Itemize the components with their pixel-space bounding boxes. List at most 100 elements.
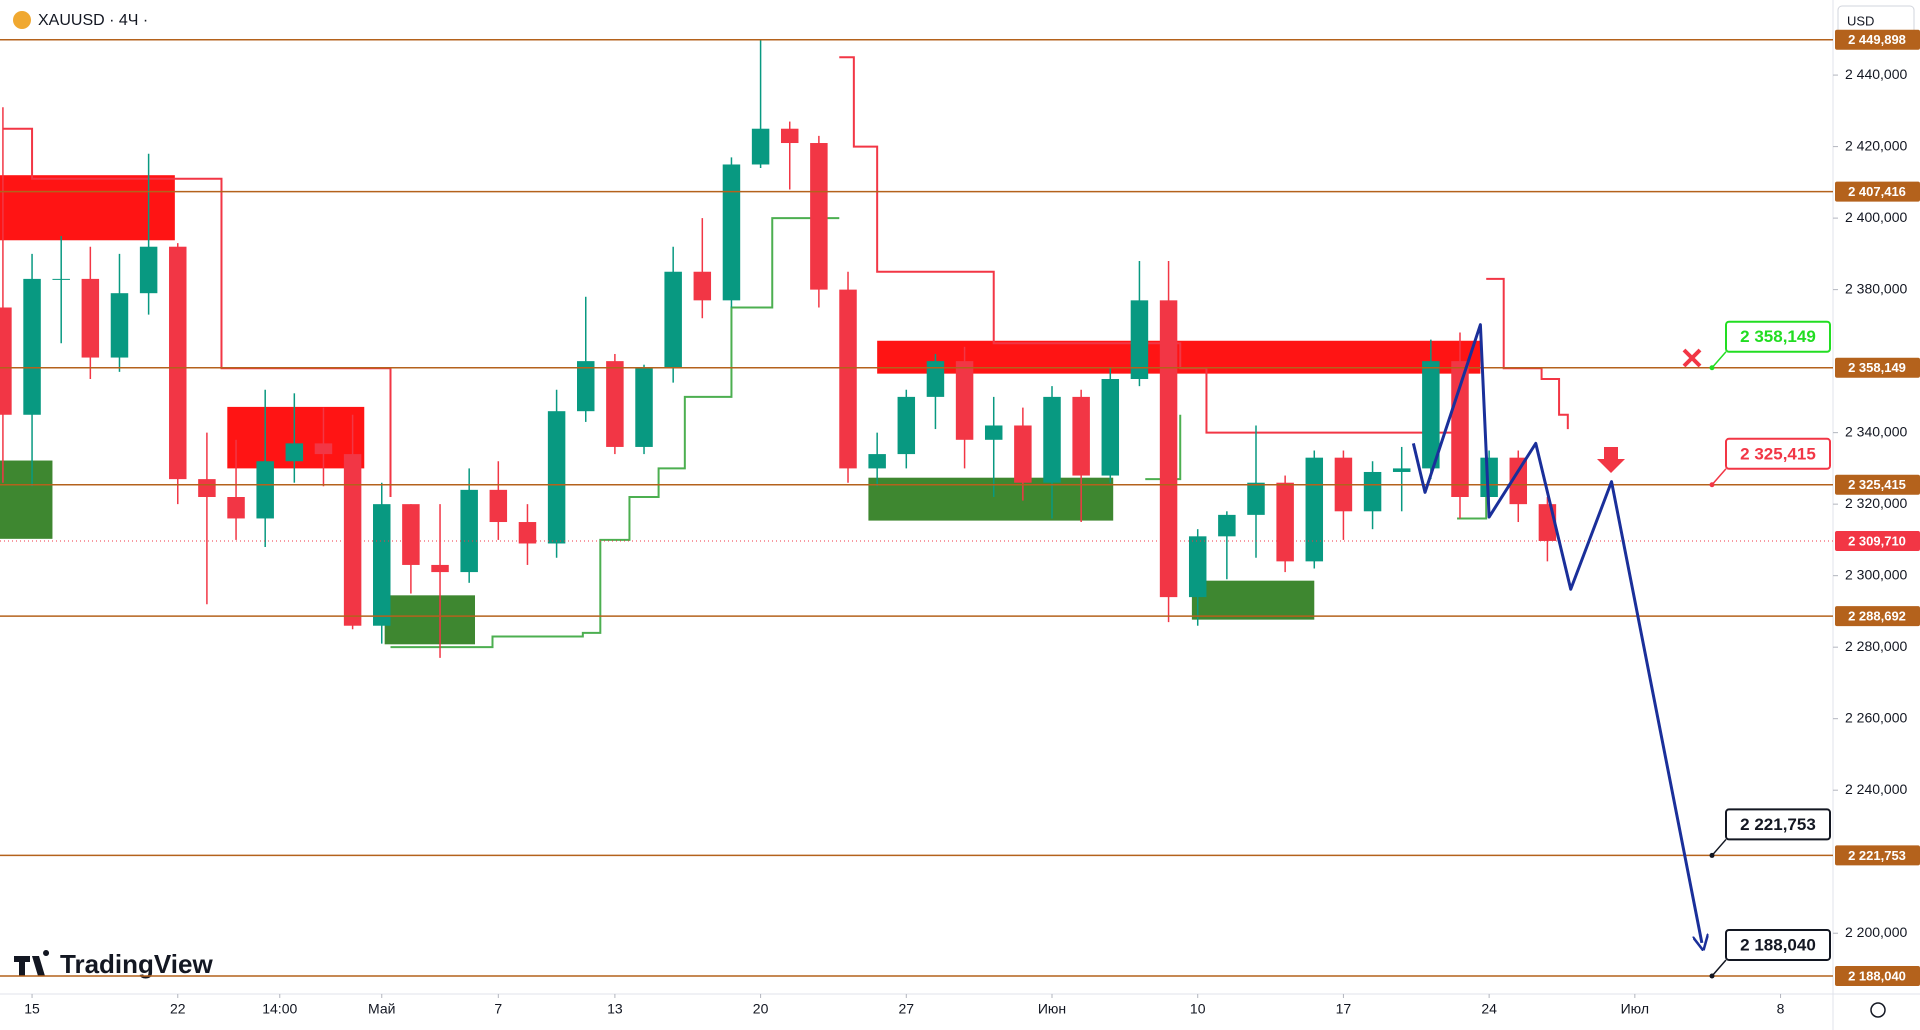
- candle-body: [139, 246, 158, 294]
- y-tick-label: 2 280,000: [1845, 638, 1907, 654]
- trail-line: [1486, 277, 1569, 430]
- candle-body: [0, 307, 12, 415]
- candle-body: [635, 368, 653, 447]
- callout-label: 2 188,040: [1740, 935, 1816, 954]
- projection-path: [1411, 323, 1702, 943]
- symbol-title: XAUUSD · 4Ч ·: [38, 12, 148, 29]
- x-tick-label: 8: [1777, 1001, 1785, 1017]
- level-label: 2 358,149: [1848, 360, 1906, 375]
- y-tick-label: 2 320,000: [1845, 495, 1907, 511]
- y-tick-label: 2 300,000: [1845, 566, 1907, 582]
- callout-leader: [1711, 959, 1727, 977]
- trail-line: [839, 56, 1458, 434]
- level-label: 2 188,040: [1848, 968, 1906, 983]
- callout-anchor: [1709, 365, 1715, 371]
- candle-body: [606, 361, 624, 447]
- x-tick-label: 24: [1481, 1001, 1497, 1017]
- candle-body: [664, 271, 682, 369]
- x-tick-label: 13: [607, 1001, 623, 1017]
- level-label-bg: [1835, 965, 1920, 986]
- candle-body: [1305, 457, 1324, 562]
- trail-line: [1145, 414, 1182, 481]
- x-tick-label: Июн: [1038, 1001, 1066, 1017]
- candle-body: [810, 143, 828, 290]
- callout-leader: [1711, 468, 1727, 486]
- candle-body: [1422, 361, 1440, 469]
- candle-body: [1043, 396, 1061, 483]
- level-label-bg: [1835, 606, 1920, 627]
- level-label-bg: [1835, 29, 1920, 50]
- candle-body: [547, 411, 566, 544]
- level-label-bg: [1835, 181, 1920, 202]
- candle-body: [460, 489, 478, 573]
- candle-body: [198, 479, 216, 497]
- candle-body: [839, 289, 857, 469]
- zone: [1191, 580, 1315, 620]
- candle-body: [1247, 482, 1265, 515]
- y-tick-label: 2 420,000: [1845, 137, 1907, 153]
- callout-leader: [1711, 351, 1727, 369]
- symbol-logo: [13, 11, 31, 29]
- candle-body: [1159, 300, 1178, 598]
- callout-box: [1725, 808, 1831, 841]
- candle-body: [256, 461, 274, 519]
- candle-body: [984, 425, 1003, 440]
- callout-label: 2 325,415: [1740, 444, 1816, 463]
- y-tick-label: 2 200,000: [1845, 924, 1907, 940]
- x-tick-label: Июл: [1621, 1001, 1649, 1017]
- y-tick-label: 2 340,000: [1845, 423, 1907, 439]
- candle-body: [1014, 425, 1032, 483]
- x-tick-label: 20: [753, 1001, 769, 1017]
- candle-body: [1363, 471, 1382, 512]
- candle-body: [1276, 482, 1294, 562]
- x-tick-label: 10: [1190, 1001, 1206, 1017]
- candle-body: [1101, 379, 1120, 476]
- currency-label: USD: [1847, 13, 1874, 28]
- sell-arrow-icon: [1597, 447, 1625, 473]
- candle-body: [897, 396, 916, 455]
- callout-box: [1725, 928, 1831, 961]
- candle-body: [52, 278, 70, 280]
- candle-body: [1072, 396, 1090, 476]
- trail-line: [390, 217, 840, 649]
- candle-body: [722, 164, 741, 301]
- candle-body: [1188, 536, 1207, 598]
- candle-body: [373, 504, 391, 626]
- zone: [0, 460, 53, 539]
- cancel-icon: [1682, 348, 1702, 368]
- x-tick-label: 27: [899, 1001, 915, 1017]
- callout-label: 2 358,149: [1740, 327, 1816, 346]
- candle-body: [285, 443, 304, 462]
- y-tick-label: 2 400,000: [1845, 209, 1907, 225]
- candle-body: [110, 293, 129, 358]
- candle-body: [926, 361, 945, 397]
- callout-box: [1725, 320, 1831, 353]
- candle-body: [431, 564, 449, 573]
- candle-body: [1480, 457, 1498, 497]
- candle-body: [780, 128, 799, 144]
- settings-icon[interactable]: [1870, 1002, 1886, 1018]
- x-tick-label: Май: [368, 1001, 395, 1017]
- level-label: 2 325,415: [1848, 477, 1906, 492]
- candle-body: [577, 361, 595, 412]
- y-tick-label: 2 380,000: [1845, 280, 1907, 296]
- x-tick-label: 14:00: [262, 1001, 297, 1017]
- y-tick-label: 2 240,000: [1845, 781, 1907, 797]
- candle-body: [227, 497, 245, 519]
- callout-anchor: [1709, 482, 1715, 488]
- zone: [0, 175, 175, 241]
- current-price-bg: [1835, 530, 1920, 551]
- candle-body: [169, 246, 187, 480]
- level-label: 2 407,416: [1848, 184, 1906, 199]
- candle-body: [489, 489, 508, 523]
- candle-body: [343, 454, 362, 626]
- plot-area: [0, 39, 1569, 658]
- level-label: 2 221,753: [1848, 848, 1906, 863]
- zone: [384, 595, 476, 645]
- x-tick-label: 17: [1336, 1001, 1352, 1017]
- callout-leader: [1711, 838, 1727, 856]
- level-label: 2 288,692: [1848, 609, 1906, 624]
- callout-anchor: [1709, 852, 1715, 858]
- callout-label: 2 221,753: [1740, 815, 1816, 834]
- candle-body: [1392, 468, 1411, 472]
